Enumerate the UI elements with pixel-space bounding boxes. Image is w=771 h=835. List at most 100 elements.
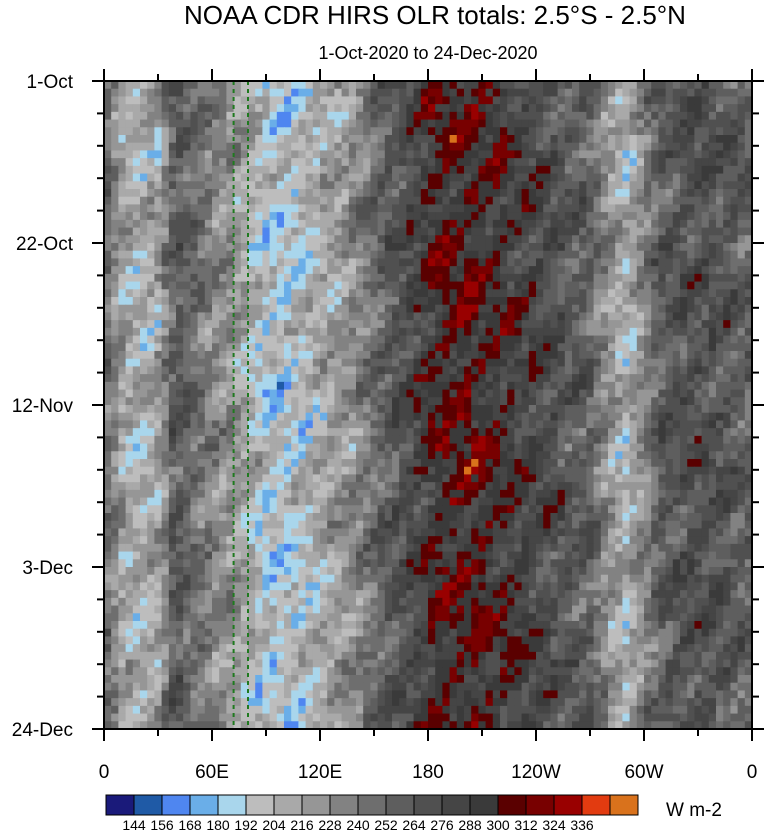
olr-cell	[370, 111, 379, 121]
olr-cell	[608, 443, 616, 452]
olr-cell	[593, 405, 602, 414]
olr-cell	[521, 443, 530, 452]
olr-cell	[579, 374, 587, 383]
olr-cell	[132, 158, 141, 167]
olr-cell	[118, 374, 127, 383]
olr-cell	[629, 243, 638, 252]
olr-cell	[399, 258, 407, 267]
olr-cell	[737, 428, 746, 437]
olr-cell	[701, 165, 710, 175]
olr-cell	[428, 181, 436, 190]
olr-cell	[226, 304, 235, 314]
olr-cell	[370, 204, 379, 213]
olr-cell	[528, 189, 537, 198]
olr-cell	[485, 482, 494, 491]
olr-cell	[125, 250, 134, 260]
olr-cell	[464, 258, 472, 267]
olr-cell	[284, 389, 292, 398]
olr-cell	[716, 343, 724, 352]
olr-cell	[420, 320, 429, 329]
olr-cell	[305, 243, 314, 252]
olr-cell	[176, 111, 184, 121]
olr-cell	[550, 358, 559, 368]
olr-cell	[284, 412, 292, 422]
olr-cell	[615, 482, 623, 491]
olr-cell	[420, 474, 429, 483]
olr-cell	[262, 335, 271, 344]
olr-cell	[708, 297, 717, 306]
olr-cell	[118, 81, 127, 90]
olr-cell	[615, 266, 623, 275]
olr-cell	[413, 181, 422, 190]
olr-cell	[672, 428, 681, 437]
olr-cell	[500, 374, 508, 383]
olr-cell	[701, 219, 710, 229]
olr-cell	[168, 320, 177, 329]
olr-cell	[190, 88, 199, 98]
olr-cell	[399, 281, 407, 290]
olr-cell	[564, 150, 573, 159]
olr-cell	[348, 289, 357, 298]
olr-cell	[716, 459, 724, 468]
olr-cell	[168, 104, 177, 113]
olr-cell	[644, 474, 652, 483]
olr-cell	[111, 81, 119, 90]
olr-cell	[723, 196, 731, 206]
olr-cell	[644, 412, 652, 422]
olr-cell	[363, 405, 371, 414]
olr-cell	[132, 111, 141, 121]
olr-cell	[701, 96, 710, 105]
olr-cell	[658, 212, 667, 221]
olr-cell	[658, 119, 667, 128]
olr-cell	[111, 312, 119, 321]
olr-cell	[312, 366, 321, 375]
olr-cell	[132, 181, 141, 190]
olr-cell	[428, 489, 436, 499]
olr-cell	[125, 304, 134, 314]
olr-cell	[226, 366, 235, 375]
olr-cell	[284, 165, 292, 175]
olr-cell	[406, 119, 415, 128]
olr-cell	[104, 158, 112, 167]
olr-cell	[629, 443, 638, 452]
olr-cell	[629, 466, 638, 476]
olr-cell	[449, 451, 458, 460]
olr-cell	[723, 335, 731, 344]
olr-cell	[651, 135, 659, 144]
olr-cell	[413, 443, 422, 452]
olr-cell	[636, 304, 645, 314]
olr-cell	[363, 227, 371, 236]
olr-cell	[111, 466, 119, 476]
olr-cell	[291, 435, 299, 445]
olr-cell	[212, 459, 220, 468]
olr-cell	[370, 474, 379, 483]
olr-cell	[672, 358, 681, 368]
olr-cell	[600, 482, 609, 491]
olr-cell	[507, 489, 515, 499]
olr-cell	[464, 497, 472, 506]
olr-cell	[276, 297, 285, 306]
olr-cell	[708, 428, 717, 437]
olr-cell	[708, 173, 717, 182]
olr-cell	[521, 374, 530, 383]
olr-cell	[615, 150, 623, 159]
olr-cell	[543, 335, 551, 344]
olr-cell	[557, 219, 566, 229]
olr-cell	[528, 459, 537, 468]
olr-cell	[528, 435, 537, 445]
olr-cell	[233, 397, 242, 406]
olr-cell	[320, 212, 328, 221]
olr-cell	[269, 142, 278, 152]
olr-cell	[377, 497, 386, 506]
olr-cell	[536, 381, 544, 391]
olr-cell	[154, 81, 163, 90]
olr-cell	[723, 412, 731, 422]
olr-cell	[608, 320, 616, 329]
olr-cell	[399, 150, 407, 159]
olr-cell	[168, 142, 177, 152]
olr-cell	[543, 243, 551, 252]
olr-cell	[572, 104, 580, 113]
olr-cell	[183, 196, 191, 206]
olr-cell	[658, 335, 667, 344]
olr-cell	[514, 181, 523, 190]
